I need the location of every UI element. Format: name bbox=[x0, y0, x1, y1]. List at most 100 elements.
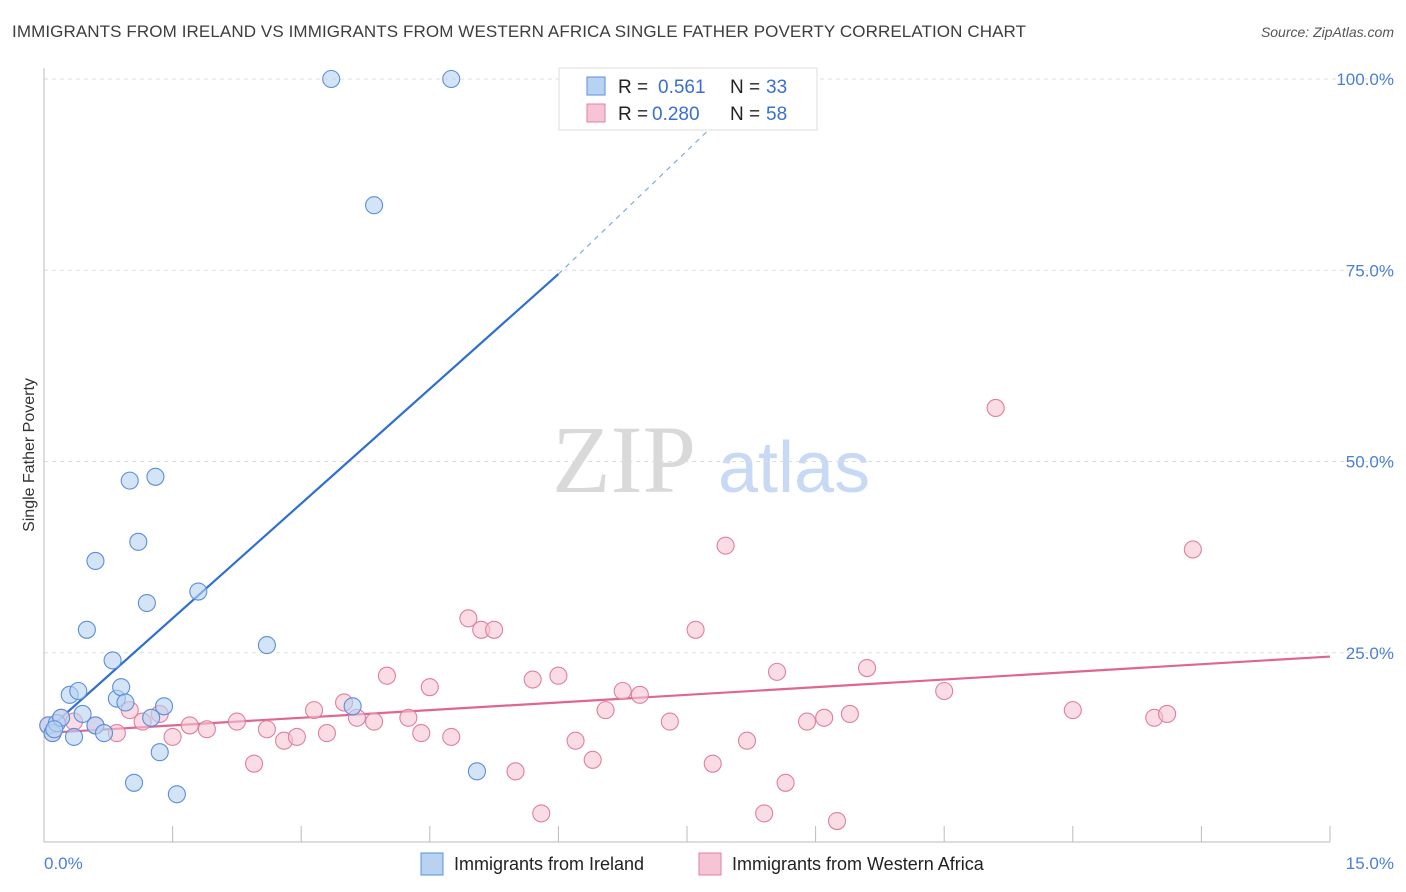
stats-swatch-ireland bbox=[586, 76, 606, 96]
point-ireland bbox=[154, 697, 174, 716]
point-western-africa bbox=[737, 731, 757, 750]
point-ireland bbox=[189, 582, 208, 601]
point-ireland bbox=[77, 620, 96, 639]
stats-swatch-western-africa bbox=[586, 103, 606, 123]
legend-swatch-western-africa bbox=[698, 852, 722, 876]
point-western-africa bbox=[305, 701, 324, 720]
source-credit: Source: ZipAtlas.com bbox=[1260, 24, 1394, 40]
point-western-africa bbox=[506, 762, 525, 781]
point-ireland bbox=[343, 697, 362, 716]
point-western-africa bbox=[716, 536, 735, 555]
point-western-africa bbox=[596, 701, 615, 720]
point-western-africa bbox=[377, 666, 396, 685]
point-western-africa bbox=[442, 727, 461, 746]
trend-line-western-africa bbox=[43, 655, 1331, 735]
stats-box: R = 0.561 N = 33 R = 0.280 N = 58 bbox=[558, 67, 818, 131]
y-tick-label: 75.0% bbox=[1346, 261, 1394, 280]
x-tick-marks bbox=[43, 826, 1331, 842]
point-ireland bbox=[146, 467, 165, 486]
point-western-africa bbox=[767, 662, 787, 681]
point-ireland bbox=[467, 762, 487, 781]
stats-r-value-ireland: 0.561 bbox=[658, 77, 706, 98]
point-western-africa bbox=[412, 724, 431, 743]
point-western-africa bbox=[815, 708, 834, 727]
point-western-africa bbox=[583, 750, 602, 769]
point-western-africa bbox=[755, 804, 774, 823]
point-ireland bbox=[120, 471, 139, 490]
stats-r-value-western-africa: 0.280 bbox=[652, 104, 700, 125]
point-western-africa bbox=[630, 685, 649, 704]
point-ireland bbox=[124, 773, 144, 792]
point-western-africa bbox=[523, 670, 542, 689]
point-western-africa bbox=[317, 724, 336, 743]
point-western-africa bbox=[163, 727, 182, 746]
point-ireland bbox=[94, 724, 114, 743]
point-western-africa bbox=[227, 712, 246, 731]
point-western-africa bbox=[1183, 540, 1202, 559]
watermark-zip: ZIP bbox=[552, 406, 696, 513]
point-western-africa bbox=[257, 720, 276, 739]
point-western-africa bbox=[686, 620, 705, 639]
point-ireland bbox=[69, 681, 88, 701]
point-western-africa bbox=[857, 658, 877, 678]
point-ireland bbox=[322, 69, 341, 89]
stats-n-label-ireland: N = bbox=[730, 77, 760, 98]
point-ireland bbox=[86, 551, 105, 571]
stats-r-label-ireland: R = bbox=[618, 77, 648, 98]
legend-label-ireland: Immigrants from Ireland bbox=[454, 854, 644, 874]
y-tick-labels: 25.0% 50.0% 75.0% 100.0% bbox=[1336, 70, 1394, 663]
y-tick-label: 50.0% bbox=[1346, 453, 1394, 472]
point-western-africa bbox=[365, 712, 384, 731]
point-western-africa bbox=[986, 398, 1005, 418]
point-western-africa bbox=[180, 716, 199, 735]
point-ireland bbox=[129, 532, 148, 551]
point-western-africa bbox=[1158, 704, 1177, 724]
point-western-africa bbox=[776, 773, 795, 792]
x-tick-label-min: 0.0% bbox=[44, 854, 83, 873]
y-axis-label: Single Father Poverty bbox=[21, 378, 38, 532]
x-tick-label-max: 15.0% bbox=[1346, 854, 1394, 873]
y-tick-label: 25.0% bbox=[1346, 644, 1394, 663]
y-tick-label: 100.0% bbox=[1336, 70, 1394, 89]
point-western-africa bbox=[703, 754, 722, 773]
gridlines bbox=[44, 78, 1394, 654]
point-ireland bbox=[142, 708, 161, 727]
point-ireland bbox=[45, 720, 64, 739]
point-western-africa bbox=[797, 712, 817, 731]
point-ireland bbox=[64, 727, 84, 746]
point-western-africa bbox=[420, 678, 439, 697]
point-western-africa bbox=[827, 811, 847, 831]
points-ireland bbox=[39, 69, 487, 804]
point-western-africa bbox=[532, 804, 551, 823]
point-ireland bbox=[167, 785, 186, 804]
point-western-africa bbox=[935, 681, 954, 701]
point-western-africa bbox=[1063, 701, 1082, 720]
trend-line-ireland-extension bbox=[557, 109, 731, 275]
point-ireland bbox=[257, 636, 276, 655]
point-ireland bbox=[112, 678, 131, 697]
chart-title: IMMIGRANTS FROM IRELAND VS IMMIGRANTS FR… bbox=[12, 22, 1027, 41]
trend-lines bbox=[43, 109, 1331, 735]
point-western-africa bbox=[840, 704, 859, 724]
point-western-africa bbox=[613, 681, 632, 701]
point-western-africa bbox=[197, 720, 216, 739]
point-ireland bbox=[73, 704, 92, 724]
point-western-africa bbox=[244, 754, 264, 773]
legend: Immigrants from Ireland Immigrants from … bbox=[420, 852, 985, 876]
point-western-africa bbox=[287, 727, 306, 746]
point-ireland bbox=[103, 651, 122, 670]
point-western-africa bbox=[399, 708, 418, 727]
watermark-atlas: atlas bbox=[718, 428, 870, 508]
legend-swatch-ireland bbox=[420, 852, 444, 876]
legend-label-western-africa: Immigrants from Western Africa bbox=[732, 854, 985, 874]
point-western-africa bbox=[459, 609, 478, 628]
point-western-africa bbox=[549, 666, 568, 685]
point-ireland bbox=[137, 593, 156, 613]
stats-n-value-western-africa: 58 bbox=[766, 104, 787, 125]
point-ireland bbox=[442, 69, 461, 89]
stats-n-value-ireland: 33 bbox=[766, 77, 787, 98]
stats-n-label-western-africa: N = bbox=[730, 104, 760, 125]
point-ireland bbox=[365, 196, 384, 215]
stats-r-label-western-africa: R = bbox=[618, 104, 648, 125]
point-western-africa bbox=[660, 712, 679, 731]
